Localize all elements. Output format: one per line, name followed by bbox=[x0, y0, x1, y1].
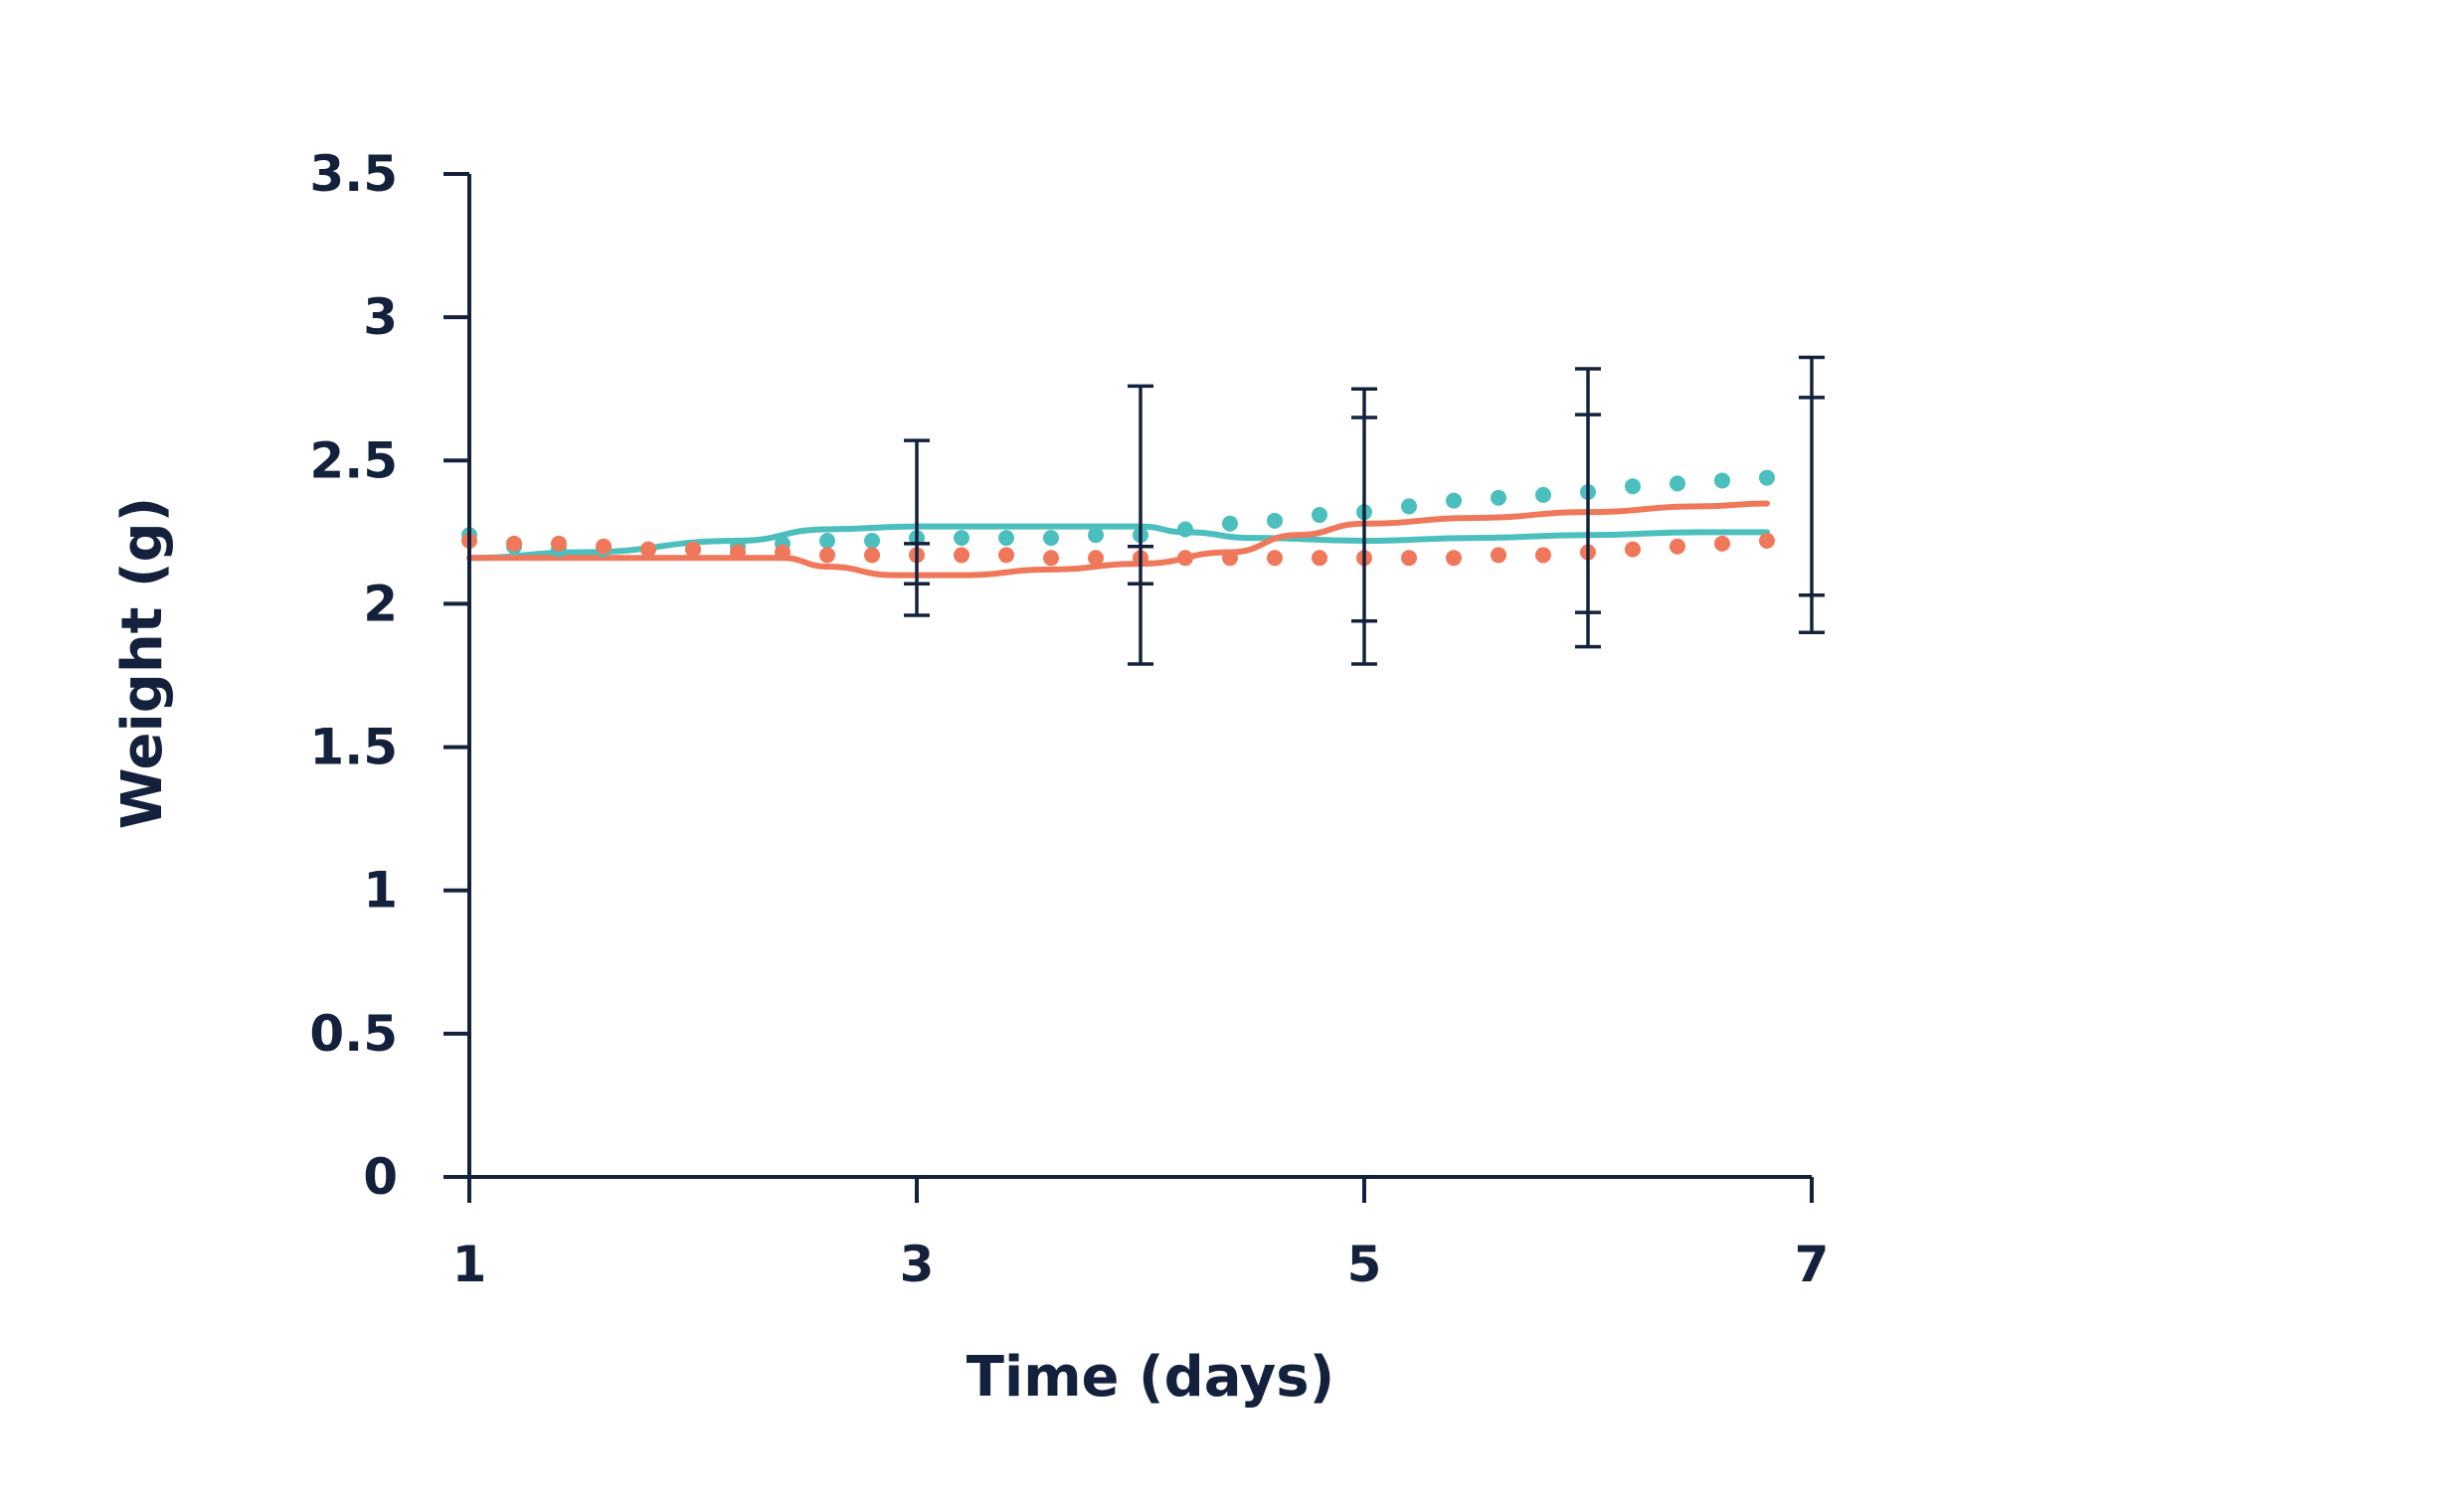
series-point-2 bbox=[1088, 527, 1104, 544]
series-point-2 bbox=[1491, 489, 1506, 506]
plot-area bbox=[461, 469, 1775, 579]
series-point-2 bbox=[1043, 530, 1059, 547]
series-point-3 bbox=[1491, 547, 1506, 564]
x-ticks: 1 3 5 7 bbox=[452, 1177, 1830, 1293]
x-tick-label: 1 bbox=[452, 1236, 487, 1293]
series-point-2 bbox=[1625, 478, 1641, 495]
series-point-3 bbox=[1670, 538, 1685, 555]
series-point-3 bbox=[1625, 541, 1641, 558]
axes bbox=[467, 174, 1812, 1179]
y-tick-label: 2 bbox=[363, 575, 398, 632]
series-point-2 bbox=[1267, 512, 1283, 529]
x-tick-label: 5 bbox=[1347, 1236, 1382, 1293]
series-point-3 bbox=[775, 544, 791, 561]
series-point-3 bbox=[1088, 550, 1104, 567]
x-tick-label: 3 bbox=[900, 1236, 935, 1293]
series-point-2 bbox=[1759, 469, 1775, 486]
series-point-2 bbox=[1670, 475, 1685, 492]
error-bars bbox=[904, 355, 1825, 666]
series-point-3 bbox=[1043, 550, 1059, 567]
series-point-2 bbox=[1535, 486, 1551, 503]
y-axis-title: Weight (g) bbox=[110, 497, 175, 829]
y-tick-label: 3 bbox=[363, 288, 398, 346]
y-tick-label: 2.5 bbox=[309, 431, 398, 489]
series-point-3 bbox=[1759, 533, 1775, 550]
y-tick-label: 0 bbox=[363, 1148, 398, 1206]
x-tick-label: 7 bbox=[1795, 1236, 1830, 1293]
y-tick-label: 1.5 bbox=[309, 719, 398, 776]
x-axis-title: Time (days) bbox=[967, 1345, 1334, 1410]
series-point-3 bbox=[551, 535, 567, 552]
series-point-2 bbox=[1446, 492, 1462, 509]
series-point-2 bbox=[819, 533, 835, 550]
series-point-3 bbox=[730, 544, 746, 561]
series-point-2 bbox=[1312, 507, 1327, 524]
y-ticks: 0 0.5 1 1.5 2 2.5 3 3.5 bbox=[309, 145, 469, 1206]
series-point-2 bbox=[1401, 498, 1417, 515]
y-tick-label: 3.5 bbox=[309, 145, 398, 203]
series-point-3 bbox=[1267, 550, 1283, 567]
series-point-3 bbox=[1312, 550, 1327, 567]
series-point-2 bbox=[1177, 521, 1193, 538]
series-point-3 bbox=[998, 547, 1014, 564]
series-line-1 bbox=[466, 500, 1770, 579]
series-point-3 bbox=[1401, 550, 1417, 567]
series-point-3 bbox=[954, 547, 969, 564]
series-point-2 bbox=[998, 530, 1014, 547]
series-point-3 bbox=[1222, 550, 1238, 567]
series-point-2 bbox=[954, 530, 969, 547]
series-point-3 bbox=[640, 541, 656, 558]
series-point-2 bbox=[1222, 515, 1238, 532]
series-point-2 bbox=[864, 533, 880, 550]
series-point-3 bbox=[685, 541, 701, 558]
y-tick-label: 1 bbox=[363, 862, 398, 919]
series-line-0 bbox=[466, 523, 1770, 562]
series-point-3 bbox=[506, 535, 522, 552]
series-point-2 bbox=[1714, 472, 1730, 489]
series-point-3 bbox=[1177, 550, 1193, 567]
series-point-3 bbox=[596, 538, 612, 555]
series-point-3 bbox=[864, 547, 880, 564]
series-point-3 bbox=[1446, 550, 1462, 567]
series-point-3 bbox=[1714, 535, 1730, 552]
series-point-3 bbox=[819, 547, 835, 564]
y-tick-label: 0.5 bbox=[309, 1005, 398, 1063]
series-point-3 bbox=[1535, 547, 1551, 564]
